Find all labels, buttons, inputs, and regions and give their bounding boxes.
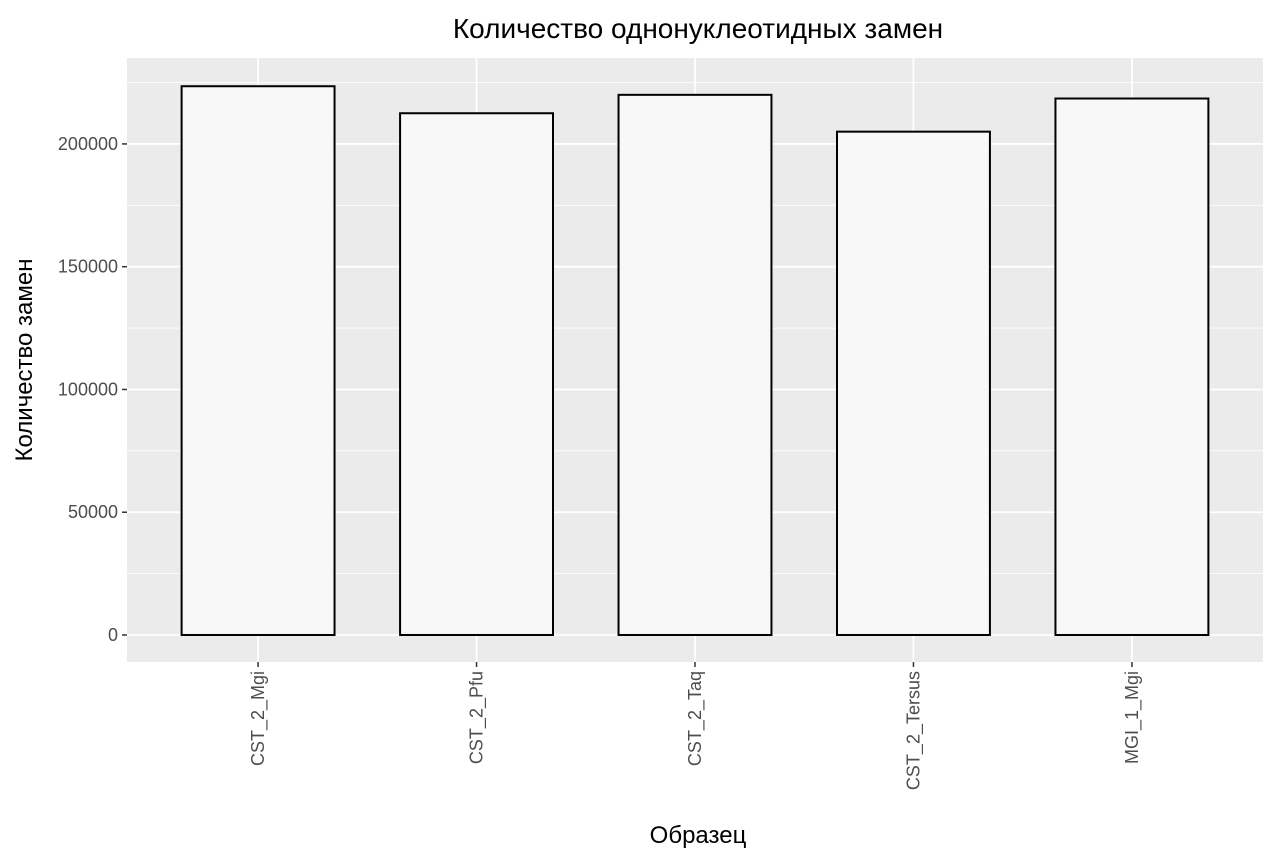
y-tick-label: 200000 [58, 134, 118, 154]
y-axis-title: Количество замен [11, 258, 38, 461]
y-tick-label: 100000 [58, 379, 118, 399]
x-tick-label: CST_2_Pfu [467, 671, 488, 764]
bar-cst-2-mgi [180, 85, 336, 636]
bars [180, 85, 1210, 636]
x-tick-label: CST_2_Mgi [248, 671, 269, 766]
x-axis-title: Образец [650, 822, 747, 849]
y-axis: 0 50000 100000 150000 200000 [58, 134, 127, 645]
y-tick-label: 50000 [68, 502, 118, 522]
bar-cst-2-taq [617, 93, 773, 636]
x-tick-label: CST_2_Tersus [903, 671, 924, 790]
y-tick-label: 0 [108, 625, 118, 645]
x-axis: CST_2_Mgi CST_2_Pfu CST_2_Taq CST_2_Tersus M… [248, 662, 1143, 790]
bar-cst-2-pfu [399, 112, 555, 636]
y-tick-label: 150000 [58, 257, 118, 277]
bar-mgi-1-mgi [1054, 97, 1210, 636]
chart-title: Количество однонуклеотидных замен [453, 13, 943, 44]
bar-cst-2-tersus [836, 130, 991, 636]
x-tick-label: CST_2_Taq [685, 671, 706, 766]
x-tick-label: MGI_1_Mgi [1122, 671, 1143, 764]
